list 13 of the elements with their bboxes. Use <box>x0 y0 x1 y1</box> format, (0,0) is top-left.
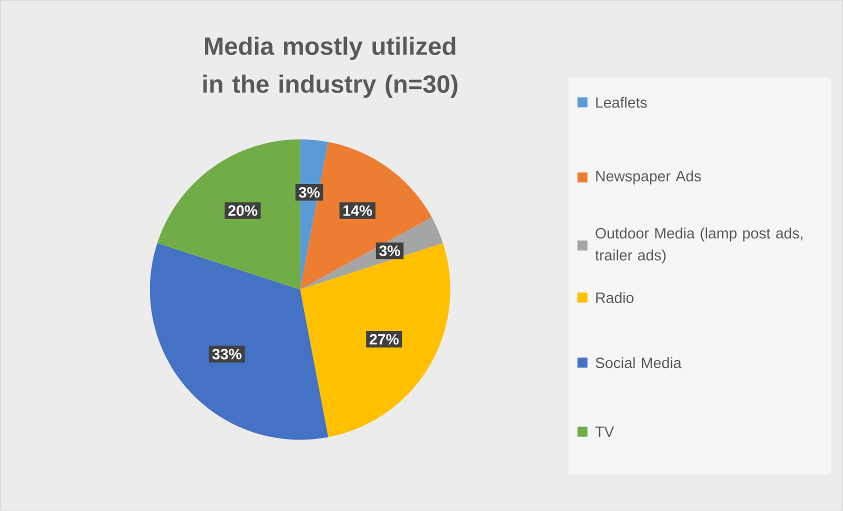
legend-label: Social Media <box>596 357 682 368</box>
data-label: 20% <box>228 206 258 216</box>
legend-label: Newspaper Ads <box>596 170 701 185</box>
data-label: 3% <box>379 246 400 256</box>
data-label: 27% <box>370 334 399 345</box>
data-label: 14% <box>343 206 372 216</box>
chart-title: Media mostly utilized in the industry (n=30) <box>203 36 458 98</box>
legend-label: Radio <box>596 292 634 304</box>
legend-label: Leaflets <box>596 97 647 108</box>
data-label: 33% <box>212 349 242 360</box>
legend-label: Outdoor Media (lamp post ads, trailer ads) <box>595 228 802 264</box>
legend-label: TV <box>595 426 614 438</box>
data-label: 3% <box>298 187 320 198</box>
